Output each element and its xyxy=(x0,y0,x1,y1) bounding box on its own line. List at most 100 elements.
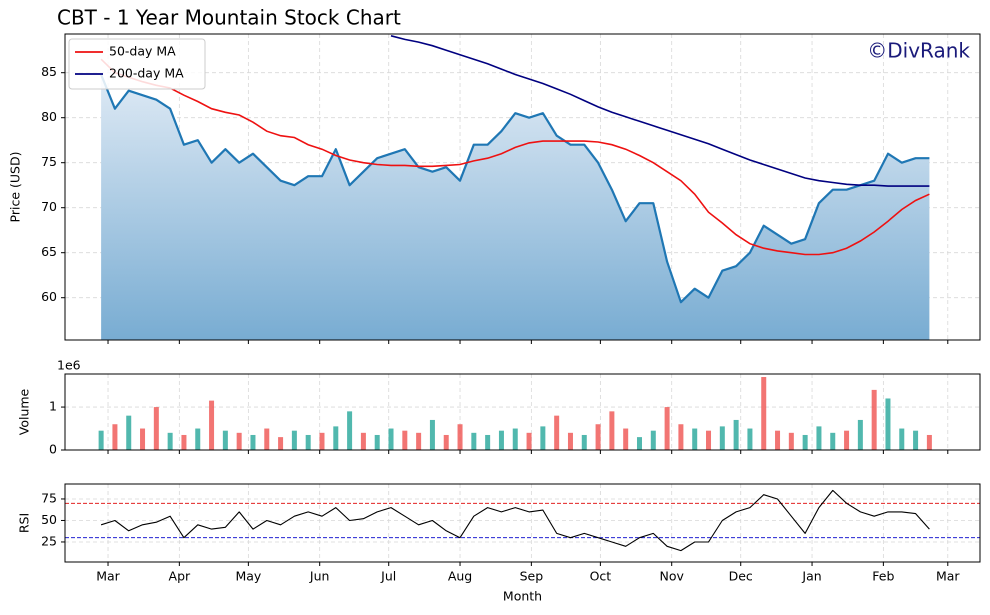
plot-area xyxy=(98,377,932,450)
y-axis-label: Volume xyxy=(17,388,32,435)
volume-bar xyxy=(733,419,739,450)
y-tick-label: 50 xyxy=(41,512,57,527)
y-tick-label: 75 xyxy=(41,154,57,169)
volume-bar xyxy=(360,432,366,450)
volume-bar xyxy=(788,432,794,450)
volume-bar xyxy=(319,432,325,450)
y-axis-label: RSI xyxy=(17,513,32,533)
volume-bar xyxy=(512,428,518,450)
volume-bar xyxy=(706,430,712,450)
volume-bar xyxy=(112,424,118,450)
axes-frame xyxy=(64,483,981,563)
volume-bar xyxy=(678,424,684,450)
y-tick-label: 1 xyxy=(49,399,57,414)
volume-bar xyxy=(222,430,228,450)
volume-bar xyxy=(291,430,297,450)
volume-bar xyxy=(554,415,560,450)
volume-bar xyxy=(429,419,435,450)
volume-bar xyxy=(844,430,850,450)
volume-bar xyxy=(443,434,449,450)
value-line xyxy=(100,74,930,304)
volume-bar xyxy=(347,411,353,450)
volume-bar xyxy=(623,428,629,450)
volume-bar xyxy=(857,419,863,450)
volume-bar xyxy=(181,434,187,450)
volume-bar xyxy=(402,430,408,450)
volume-bar xyxy=(388,428,394,450)
volume-bar xyxy=(830,432,836,450)
volume-bar xyxy=(250,434,256,450)
y-tick-label: 75 xyxy=(41,490,57,505)
volume-bar xyxy=(719,426,725,450)
volume-bar xyxy=(567,432,573,450)
volume-bar xyxy=(209,400,215,450)
value-line xyxy=(100,489,930,552)
x-tick-label: Oct xyxy=(590,569,612,584)
volume-bar xyxy=(692,428,698,450)
ma-line xyxy=(100,58,930,256)
volume-bar xyxy=(416,432,422,450)
volume-bar xyxy=(871,389,877,450)
x-tick-label: Mar xyxy=(96,569,120,584)
volume-bar xyxy=(485,434,491,450)
volume-bar xyxy=(816,426,822,450)
volume-bar xyxy=(471,432,477,450)
x-tick-label: Sep xyxy=(520,569,544,584)
y-tick-label: 25 xyxy=(41,533,57,548)
y-tick-label: 70 xyxy=(41,199,57,214)
y-tick-label: 65 xyxy=(41,244,57,259)
volume-bar xyxy=(664,407,670,450)
volume-bar xyxy=(650,430,656,450)
x-tick-label: Jun xyxy=(309,569,330,584)
legend-label: 200-day MA xyxy=(109,66,184,81)
x-tick-label: Jan xyxy=(801,569,821,584)
y-tick-label: 0 xyxy=(49,442,57,457)
volume-bar xyxy=(195,428,201,450)
volume-bar xyxy=(374,434,380,450)
volume-bar xyxy=(926,434,932,450)
x-tick-label: Feb xyxy=(872,569,894,584)
volume-bar xyxy=(140,428,146,450)
axes-frame xyxy=(64,33,981,341)
watermark: ©DivRank xyxy=(867,39,970,63)
volume-bar xyxy=(636,437,642,450)
volume-bar xyxy=(761,377,767,450)
legend-label: 50-day MA xyxy=(109,44,176,59)
volume-bar xyxy=(595,424,601,450)
y-tick-label: 60 xyxy=(41,289,57,304)
x-tick-label: Nov xyxy=(659,569,684,584)
ma-line xyxy=(390,35,930,187)
volume-bar xyxy=(167,432,173,450)
volume-bar xyxy=(885,398,891,450)
x-tick-label: Dec xyxy=(729,569,753,584)
y-axis-label: Price (USD) xyxy=(8,152,23,223)
volume-bar xyxy=(126,415,132,450)
x-tick-label: Aug xyxy=(448,569,472,584)
x-tick-label: Mar xyxy=(936,569,960,584)
x-tick-label: May xyxy=(235,569,261,584)
volume-bar xyxy=(305,434,311,450)
volume-bar xyxy=(802,434,808,450)
plot-area xyxy=(65,489,980,552)
volume-bar xyxy=(609,411,615,450)
y-tick-label: 80 xyxy=(41,109,57,124)
plot-area xyxy=(100,35,930,340)
volume-bar xyxy=(775,430,781,450)
y-tick-label: 85 xyxy=(41,64,57,79)
axes-frame xyxy=(64,373,981,451)
volume-bar xyxy=(498,430,504,450)
volume-bar xyxy=(913,430,919,450)
x-tick-label: Jul xyxy=(380,569,396,584)
chart-title: CBT - 1 Year Mountain Stock Chart xyxy=(57,6,401,30)
volume-bar xyxy=(747,428,753,450)
volume-bar xyxy=(899,428,905,450)
volume-bar xyxy=(264,428,270,450)
x-tick-label: Apr xyxy=(169,569,191,584)
offset-label: 1e6 xyxy=(57,358,81,373)
volume-bar xyxy=(581,434,587,450)
volume-bar xyxy=(236,432,242,450)
volume-bar xyxy=(153,407,159,450)
volume-bar xyxy=(540,426,546,450)
volume-bar xyxy=(526,432,532,450)
volume-bar xyxy=(333,426,339,450)
